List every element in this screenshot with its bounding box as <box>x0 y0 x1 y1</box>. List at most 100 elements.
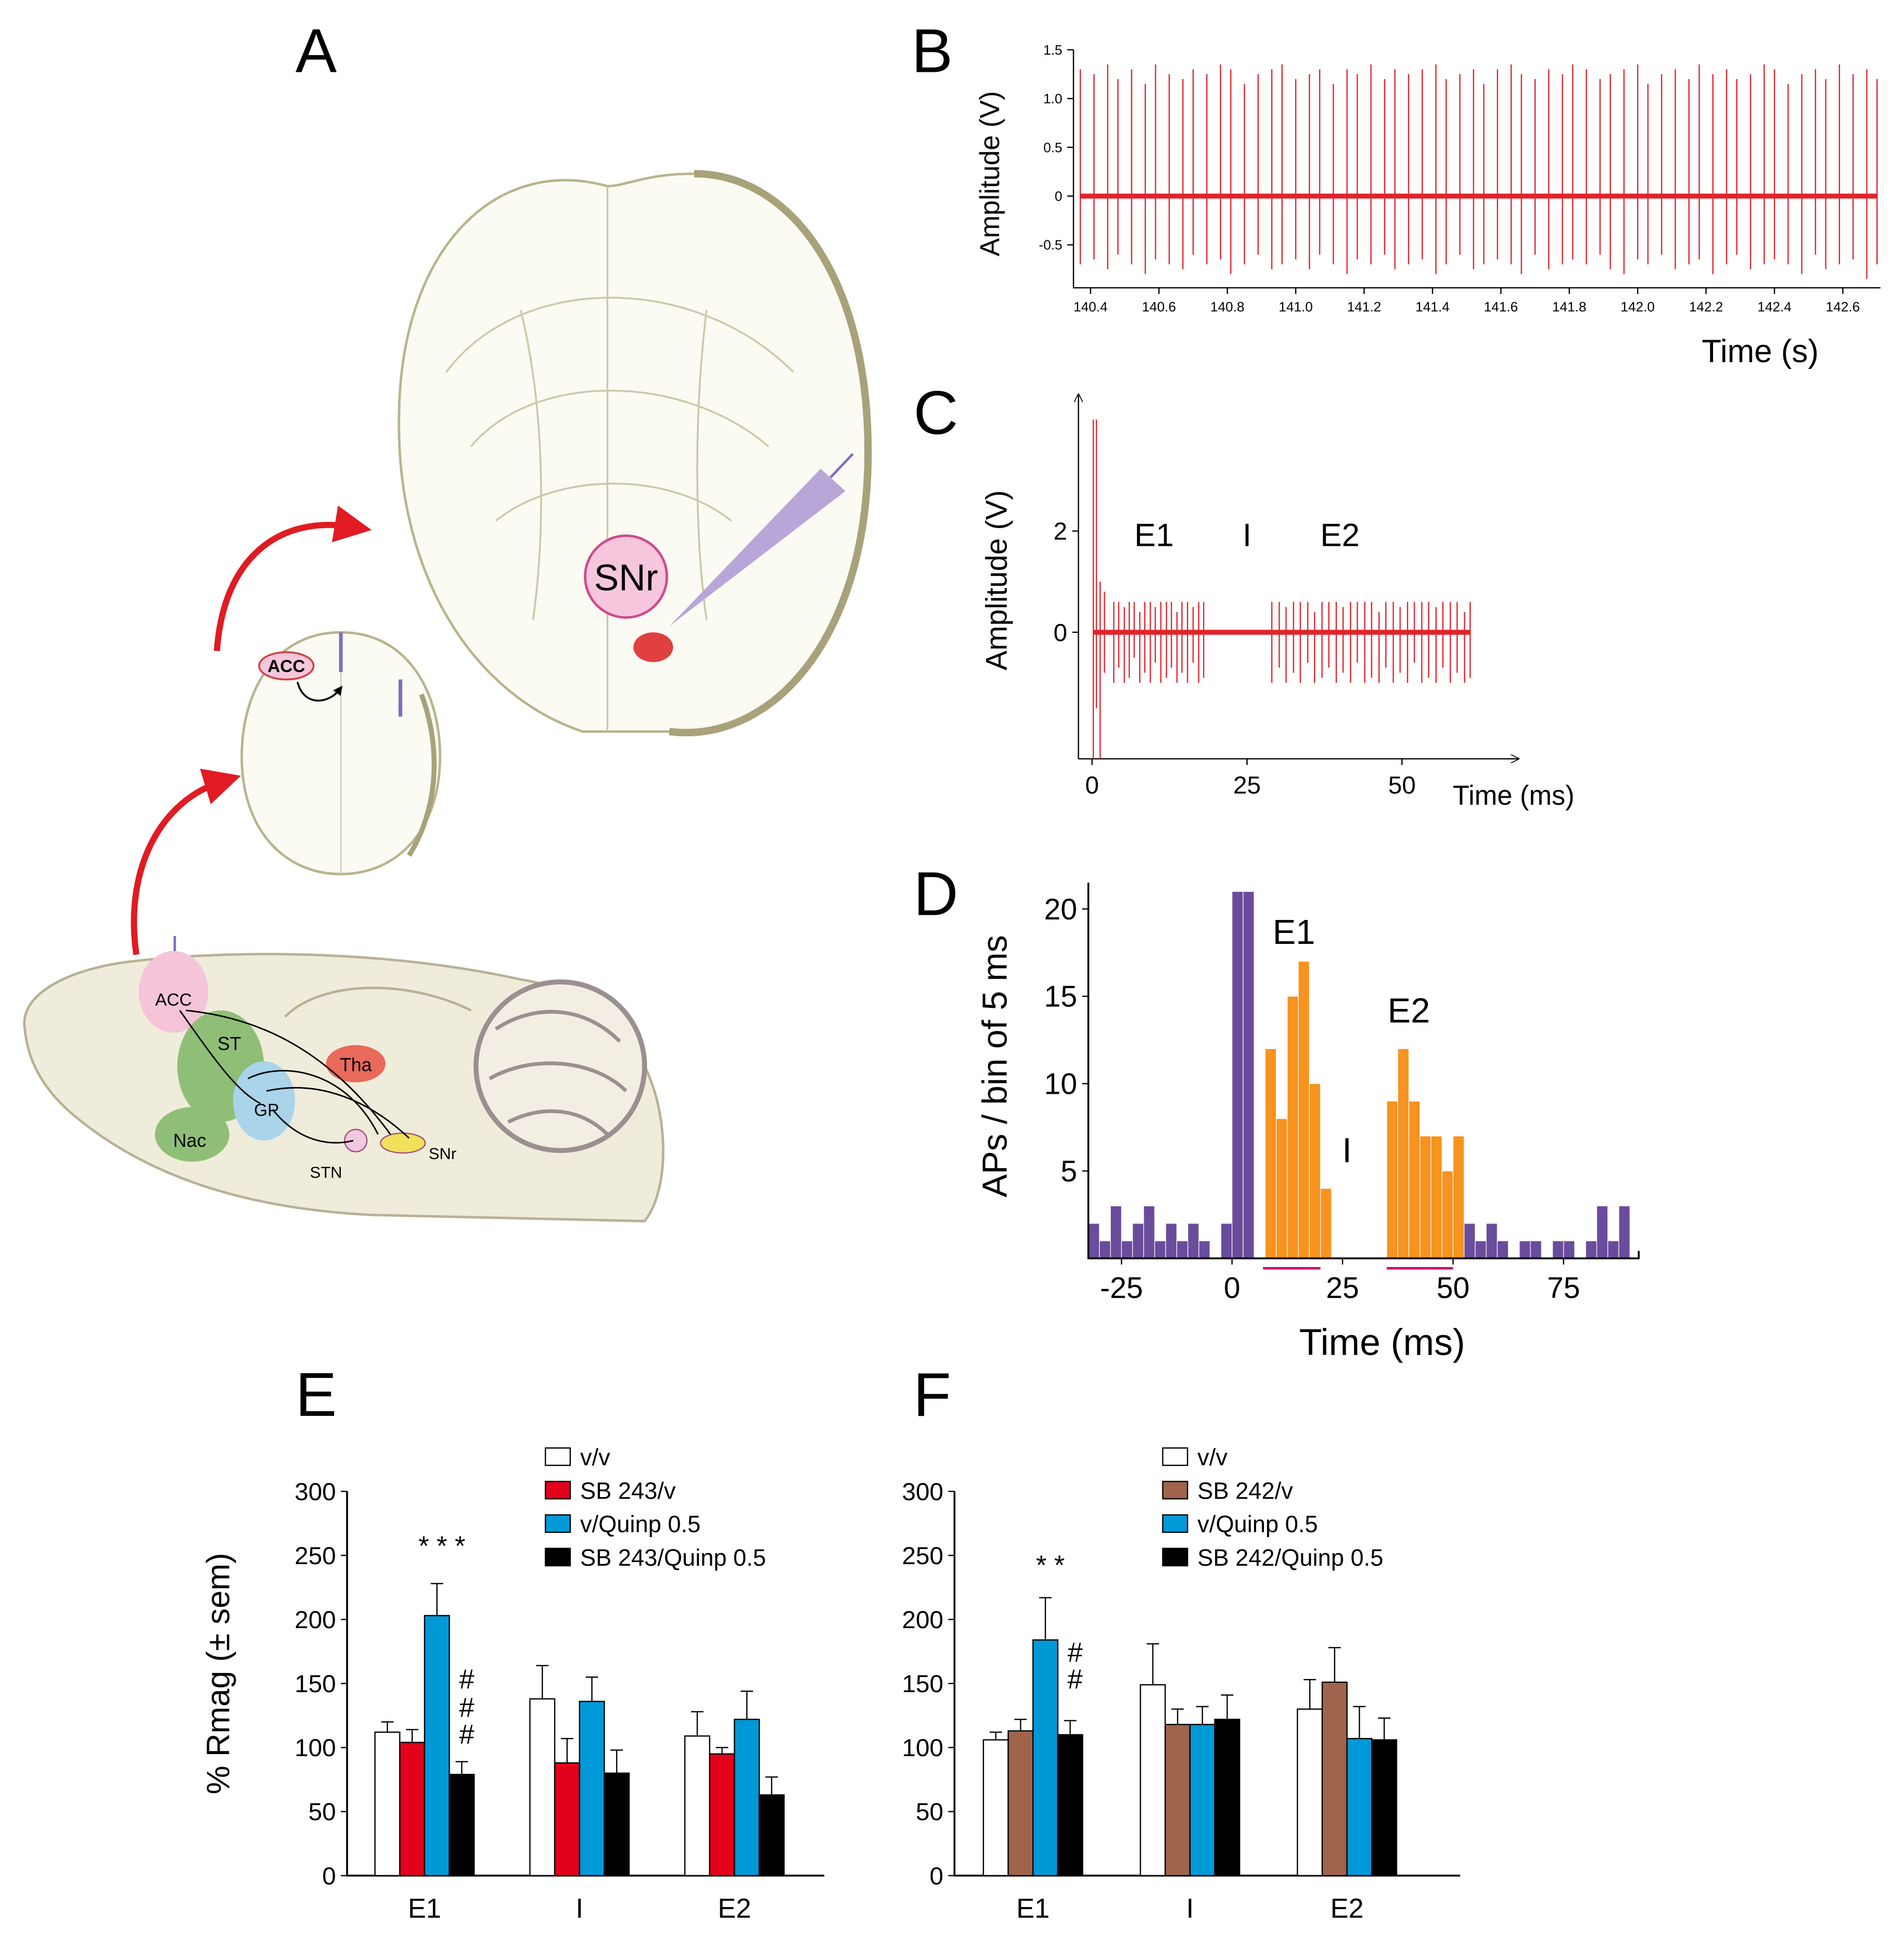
histogram-bar <box>1110 1205 1122 1259</box>
error-bar <box>989 1731 1002 1740</box>
diagram-label: ST <box>218 1033 241 1054</box>
gp-region <box>233 1061 295 1141</box>
x-tick-label: 142.0 <box>1620 299 1655 314</box>
histogram-bar <box>1430 1135 1442 1259</box>
y-tick-label: 100 <box>902 1734 943 1762</box>
x-axis-label: Time (ms) <box>1299 1322 1465 1363</box>
bar <box>1371 1739 1398 1876</box>
y-tick-label: 250 <box>295 1542 336 1570</box>
bar <box>1140 1684 1166 1876</box>
x-axis-label: Time (s) <box>1702 334 1819 369</box>
recording-site <box>633 632 673 662</box>
y-tick-label: 0 <box>1054 619 1068 647</box>
x-tick-label: 75 <box>1547 1272 1580 1305</box>
error-bar <box>1146 1643 1159 1685</box>
legend-swatch <box>1162 1514 1189 1533</box>
acc-region <box>138 951 209 1033</box>
annotation: * * * <box>418 1531 465 1562</box>
histogram-bar <box>1386 1101 1398 1259</box>
legend-swatch <box>544 1480 571 1500</box>
panel-letter: E <box>296 1360 337 1429</box>
y-tick-label: 5 <box>1060 1155 1077 1188</box>
y-tick-label: 1.0 <box>1043 91 1062 107</box>
annotation: # <box>459 1693 474 1723</box>
bar <box>1346 1738 1373 1876</box>
error-bar <box>1221 1694 1234 1720</box>
bar <box>684 1735 710 1876</box>
annotation: # <box>1068 1638 1083 1668</box>
y-tick-label: 250 <box>902 1542 943 1570</box>
bar <box>709 1753 735 1876</box>
error-bar <box>765 1776 778 1795</box>
legend-label: v/Quinp 0.5 <box>580 1511 700 1538</box>
y-tick-label: 0 <box>1055 188 1063 204</box>
histogram-bar <box>1596 1205 1608 1259</box>
legend-swatch <box>1162 1447 1189 1466</box>
diagram-label: Nac <box>173 1130 207 1151</box>
x-tick-label: 141.0 <box>1279 299 1313 314</box>
x-tick-label: 141.8 <box>1552 299 1587 314</box>
annotation: E1 <box>1273 913 1315 952</box>
legend-swatch <box>544 1447 571 1466</box>
histogram-bar <box>1563 1240 1575 1259</box>
histogram-bar <box>1298 961 1310 1259</box>
horizontal-edge <box>407 693 437 857</box>
axes <box>1087 883 1640 1260</box>
legend-label: SB 243/v <box>580 1477 676 1504</box>
x-tick-label: E1 <box>408 1894 441 1924</box>
bar <box>604 1772 630 1876</box>
histogram-bar <box>1519 1240 1531 1259</box>
histogram-bar <box>1264 1048 1277 1259</box>
histogram-bar <box>1088 1223 1100 1259</box>
y-axis-label: APs / bin of 5 ms <box>976 935 1014 1197</box>
panel-letter: B <box>912 17 953 86</box>
legend-swatch <box>544 1514 571 1533</box>
error-bar <box>585 1676 598 1702</box>
brain-diagram: SNr ACC ACC ST Tha GP Nac STN SNr <box>23 170 872 1223</box>
y-tick-label: 10 <box>1044 1068 1078 1101</box>
y-axis-label: Amplitude (V) <box>975 91 1005 256</box>
diagram-label: SNr <box>594 557 658 598</box>
axes <box>1072 49 1881 289</box>
x-tick-label: 50 <box>1388 772 1416 799</box>
x-tick-label: 0 <box>1085 772 1099 799</box>
histogram-bar <box>1420 1135 1432 1259</box>
y-tick-label: 100 <box>295 1734 336 1762</box>
bar <box>1165 1723 1191 1876</box>
error-bar <box>430 1583 443 1616</box>
acc-slice-region <box>258 651 315 681</box>
diagram-label: ACC <box>155 990 191 1009</box>
x-tick-label: 140.6 <box>1142 299 1176 314</box>
y-tick-label: 1.5 <box>1043 42 1062 58</box>
x-tick-label: E2 <box>1331 1894 1364 1924</box>
error-bar <box>1353 1706 1366 1739</box>
annotation: E2 <box>1320 518 1360 554</box>
y-axis-label: Amplitude (V) <box>980 490 1013 670</box>
x-axis-label: Time (ms) <box>1453 781 1575 811</box>
y-tick-label: 0.5 <box>1043 139 1062 155</box>
legend-label: v/v <box>580 1444 610 1470</box>
histogram-bar <box>1408 1101 1421 1259</box>
legend-label: SB 242/v <box>1197 1477 1293 1504</box>
histogram-bar <box>1607 1240 1619 1259</box>
bar <box>1214 1719 1241 1876</box>
y-tick-label: 2 <box>1054 518 1068 545</box>
y-tick-label: 150 <box>902 1670 943 1698</box>
histogram-bar <box>1176 1240 1189 1259</box>
error-bar <box>536 1665 549 1699</box>
stn-region <box>344 1129 368 1153</box>
panel-letter: F <box>913 1360 951 1429</box>
annotation: # <box>1068 1665 1083 1695</box>
x-tick-label: 142.6 <box>1826 299 1860 314</box>
error-bar <box>1196 1706 1209 1725</box>
error-bar <box>740 1690 753 1720</box>
tha-region <box>326 1045 386 1083</box>
histogram-bar <box>1309 1083 1321 1259</box>
y-tick-label: 300 <box>902 1478 943 1506</box>
error-bar <box>1171 1708 1184 1725</box>
bar <box>554 1762 580 1876</box>
annotation: * * <box>1036 1551 1065 1581</box>
bar <box>579 1700 605 1876</box>
y-tick-label: 150 <box>295 1670 336 1698</box>
error-bar <box>1039 1597 1052 1640</box>
